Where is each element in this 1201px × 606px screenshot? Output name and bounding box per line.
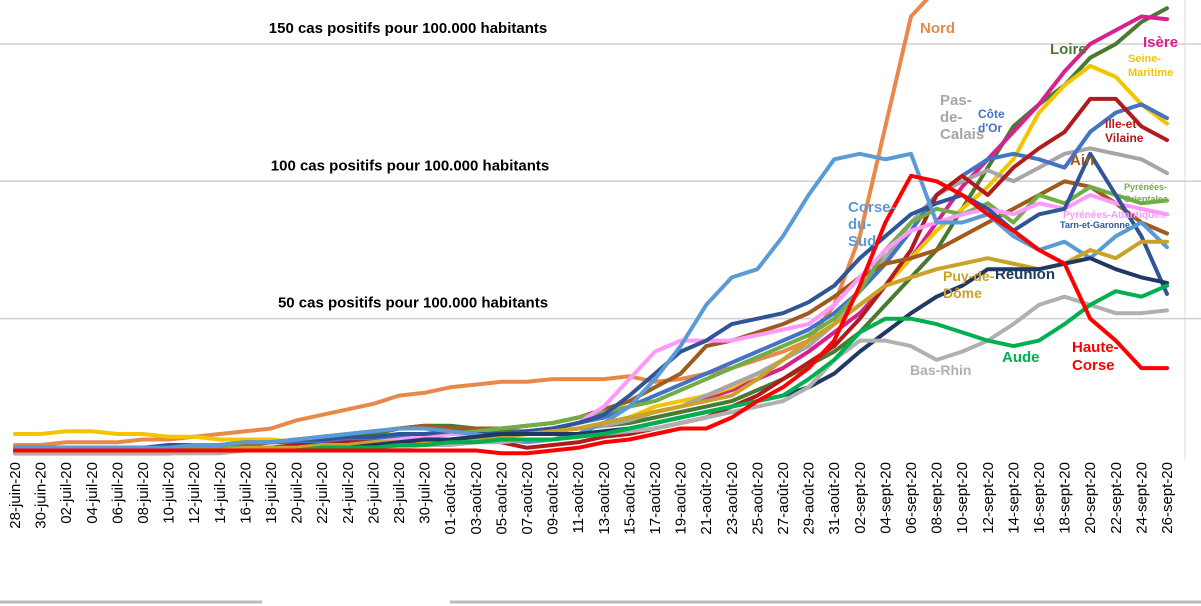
series-line (13, 0, 930, 447)
annotation: 50 cas positifs pour 100.000 habitants (278, 295, 548, 312)
label-line: Maritime (1128, 67, 1173, 79)
x-tick-label: 30-juil-20 (417, 462, 434, 524)
x-tick-label: 21-août-20 (698, 462, 715, 535)
x-tick-label: 10-sept-20 (954, 462, 971, 534)
series-label: Bas-Rhin (910, 362, 971, 378)
series-label: Isère (1143, 34, 1178, 51)
x-tick-label: 14-juil-20 (212, 462, 229, 524)
series-label: Seine- Maritime (1128, 53, 1173, 79)
x-tick-label: 28-juil-20 (391, 462, 408, 524)
series-label: Ain (1070, 152, 1094, 169)
annotation: 150 cas positifs pour 100.000 habitants (269, 20, 547, 37)
x-tick-label: 03-août-20 (468, 462, 485, 535)
label-line: Vilaine (1105, 131, 1144, 145)
x-tick-label: 02-juil-20 (58, 462, 75, 524)
x-tick-label: 13-août-20 (596, 462, 613, 535)
label-line: Pas- (940, 92, 972, 109)
label-line: Corse- (848, 199, 896, 216)
x-tick-label: 16-sept-20 (1031, 462, 1048, 534)
series-label: Tarn-et-Garonne (1060, 220, 1130, 230)
x-tick-label: 22-juil-20 (314, 462, 331, 524)
x-tick-label: 28-juin-20 (7, 462, 24, 529)
x-tick-label: 26-juil-20 (365, 462, 382, 524)
x-tick-label: 31-août-20 (826, 462, 843, 535)
label-line: Côte (978, 107, 1005, 121)
label-line: Haute- (1072, 339, 1119, 356)
x-tick-label: 19-août-20 (673, 462, 690, 535)
x-tick-label: 22-sept-20 (1108, 462, 1125, 534)
x-tick-label: 07-août-20 (519, 462, 536, 535)
x-tick-label: 01-août-20 (442, 462, 459, 535)
label-line: Orientales (1124, 194, 1168, 204)
x-tick-label: 02-sept-20 (852, 462, 869, 534)
plot-area (13, 0, 1169, 456)
x-tick-label: 09-août-20 (545, 462, 562, 535)
series-label: Haute-Corse (1072, 339, 1119, 374)
series-label: Réunion (995, 266, 1055, 283)
label-line: Corse (1072, 357, 1115, 374)
x-tick-label: 24-sept-20 (1133, 462, 1150, 534)
x-tick-label: 18-juil-20 (263, 462, 280, 524)
x-tick-label: 08-sept-20 (929, 462, 946, 534)
label-line: Seine- (1128, 53, 1161, 65)
x-tick-label: 06-juil-20 (109, 462, 126, 524)
series-line (13, 151, 1169, 450)
x-tick-label: 11-août-20 (570, 462, 587, 533)
series-label: Côte d'Or (978, 107, 1005, 135)
label-line: Puy-de- (943, 268, 995, 284)
x-tick-label: 04-sept-20 (877, 462, 894, 534)
x-tick-label: 16-juil-20 (237, 462, 254, 524)
x-tick-label: 12-sept-20 (980, 462, 997, 534)
x-tick-label: 20-juil-20 (289, 462, 306, 524)
series-label: Corse-du-Sud (848, 199, 896, 250)
series-label: Puy-de-Dôme (943, 268, 995, 301)
x-tick-label: 04-juil-20 (84, 462, 101, 524)
series-label: Ille-et-Vilaine (1105, 117, 1144, 145)
x-tick-label: 14-sept-20 (1005, 462, 1022, 534)
series-label: Nord (920, 20, 955, 37)
label-line: d'Or (978, 121, 1003, 135)
series-label: Loire (1050, 41, 1087, 58)
x-tick-label: 08-juil-20 (135, 462, 152, 524)
label-line: Pyrénées- (1124, 182, 1167, 192)
series-label: Aude (1002, 349, 1040, 366)
series-label: Pyrénées-Atlantiques (1063, 210, 1166, 221)
label-line: Sud (848, 233, 876, 250)
x-tick-label: 15-août-20 (621, 462, 638, 535)
x-tick-label: 26-sept-20 (1159, 462, 1176, 534)
x-tick-label: 30-juin-20 (33, 462, 50, 529)
label-line: de- (940, 109, 963, 126)
series-label: Pyrénées- Orientales (1124, 182, 1168, 204)
x-tick-label: 12-juil-20 (186, 462, 203, 524)
x-tick-label: 20-sept-20 (1082, 462, 1099, 534)
label-line: du- (848, 216, 871, 233)
label-line: Calais (940, 126, 984, 143)
x-tick-label: 25-août-20 (749, 462, 766, 535)
x-tick-label: 17-août-20 (647, 462, 664, 535)
x-tick-label: 18-sept-20 (1057, 462, 1074, 534)
x-tick-label: 23-août-20 (724, 462, 741, 535)
x-tick-label: 29-août-20 (801, 462, 818, 535)
label-line: Dôme (943, 285, 982, 301)
x-tick-label: 06-sept-20 (903, 462, 920, 534)
series-label: Pas-de-Calais (940, 92, 984, 143)
x-tick-label: 10-juil-20 (161, 462, 178, 524)
annotation: 100 cas positifs pour 100.000 habitants (271, 157, 549, 174)
series-line (13, 173, 1169, 456)
x-tick-label: 27-août-20 (775, 462, 792, 535)
label-line: Ille-et- (1105, 117, 1140, 131)
x-tick-label: 05-août-20 (493, 462, 510, 535)
x-tick-label: 24-juil-20 (340, 462, 357, 524)
